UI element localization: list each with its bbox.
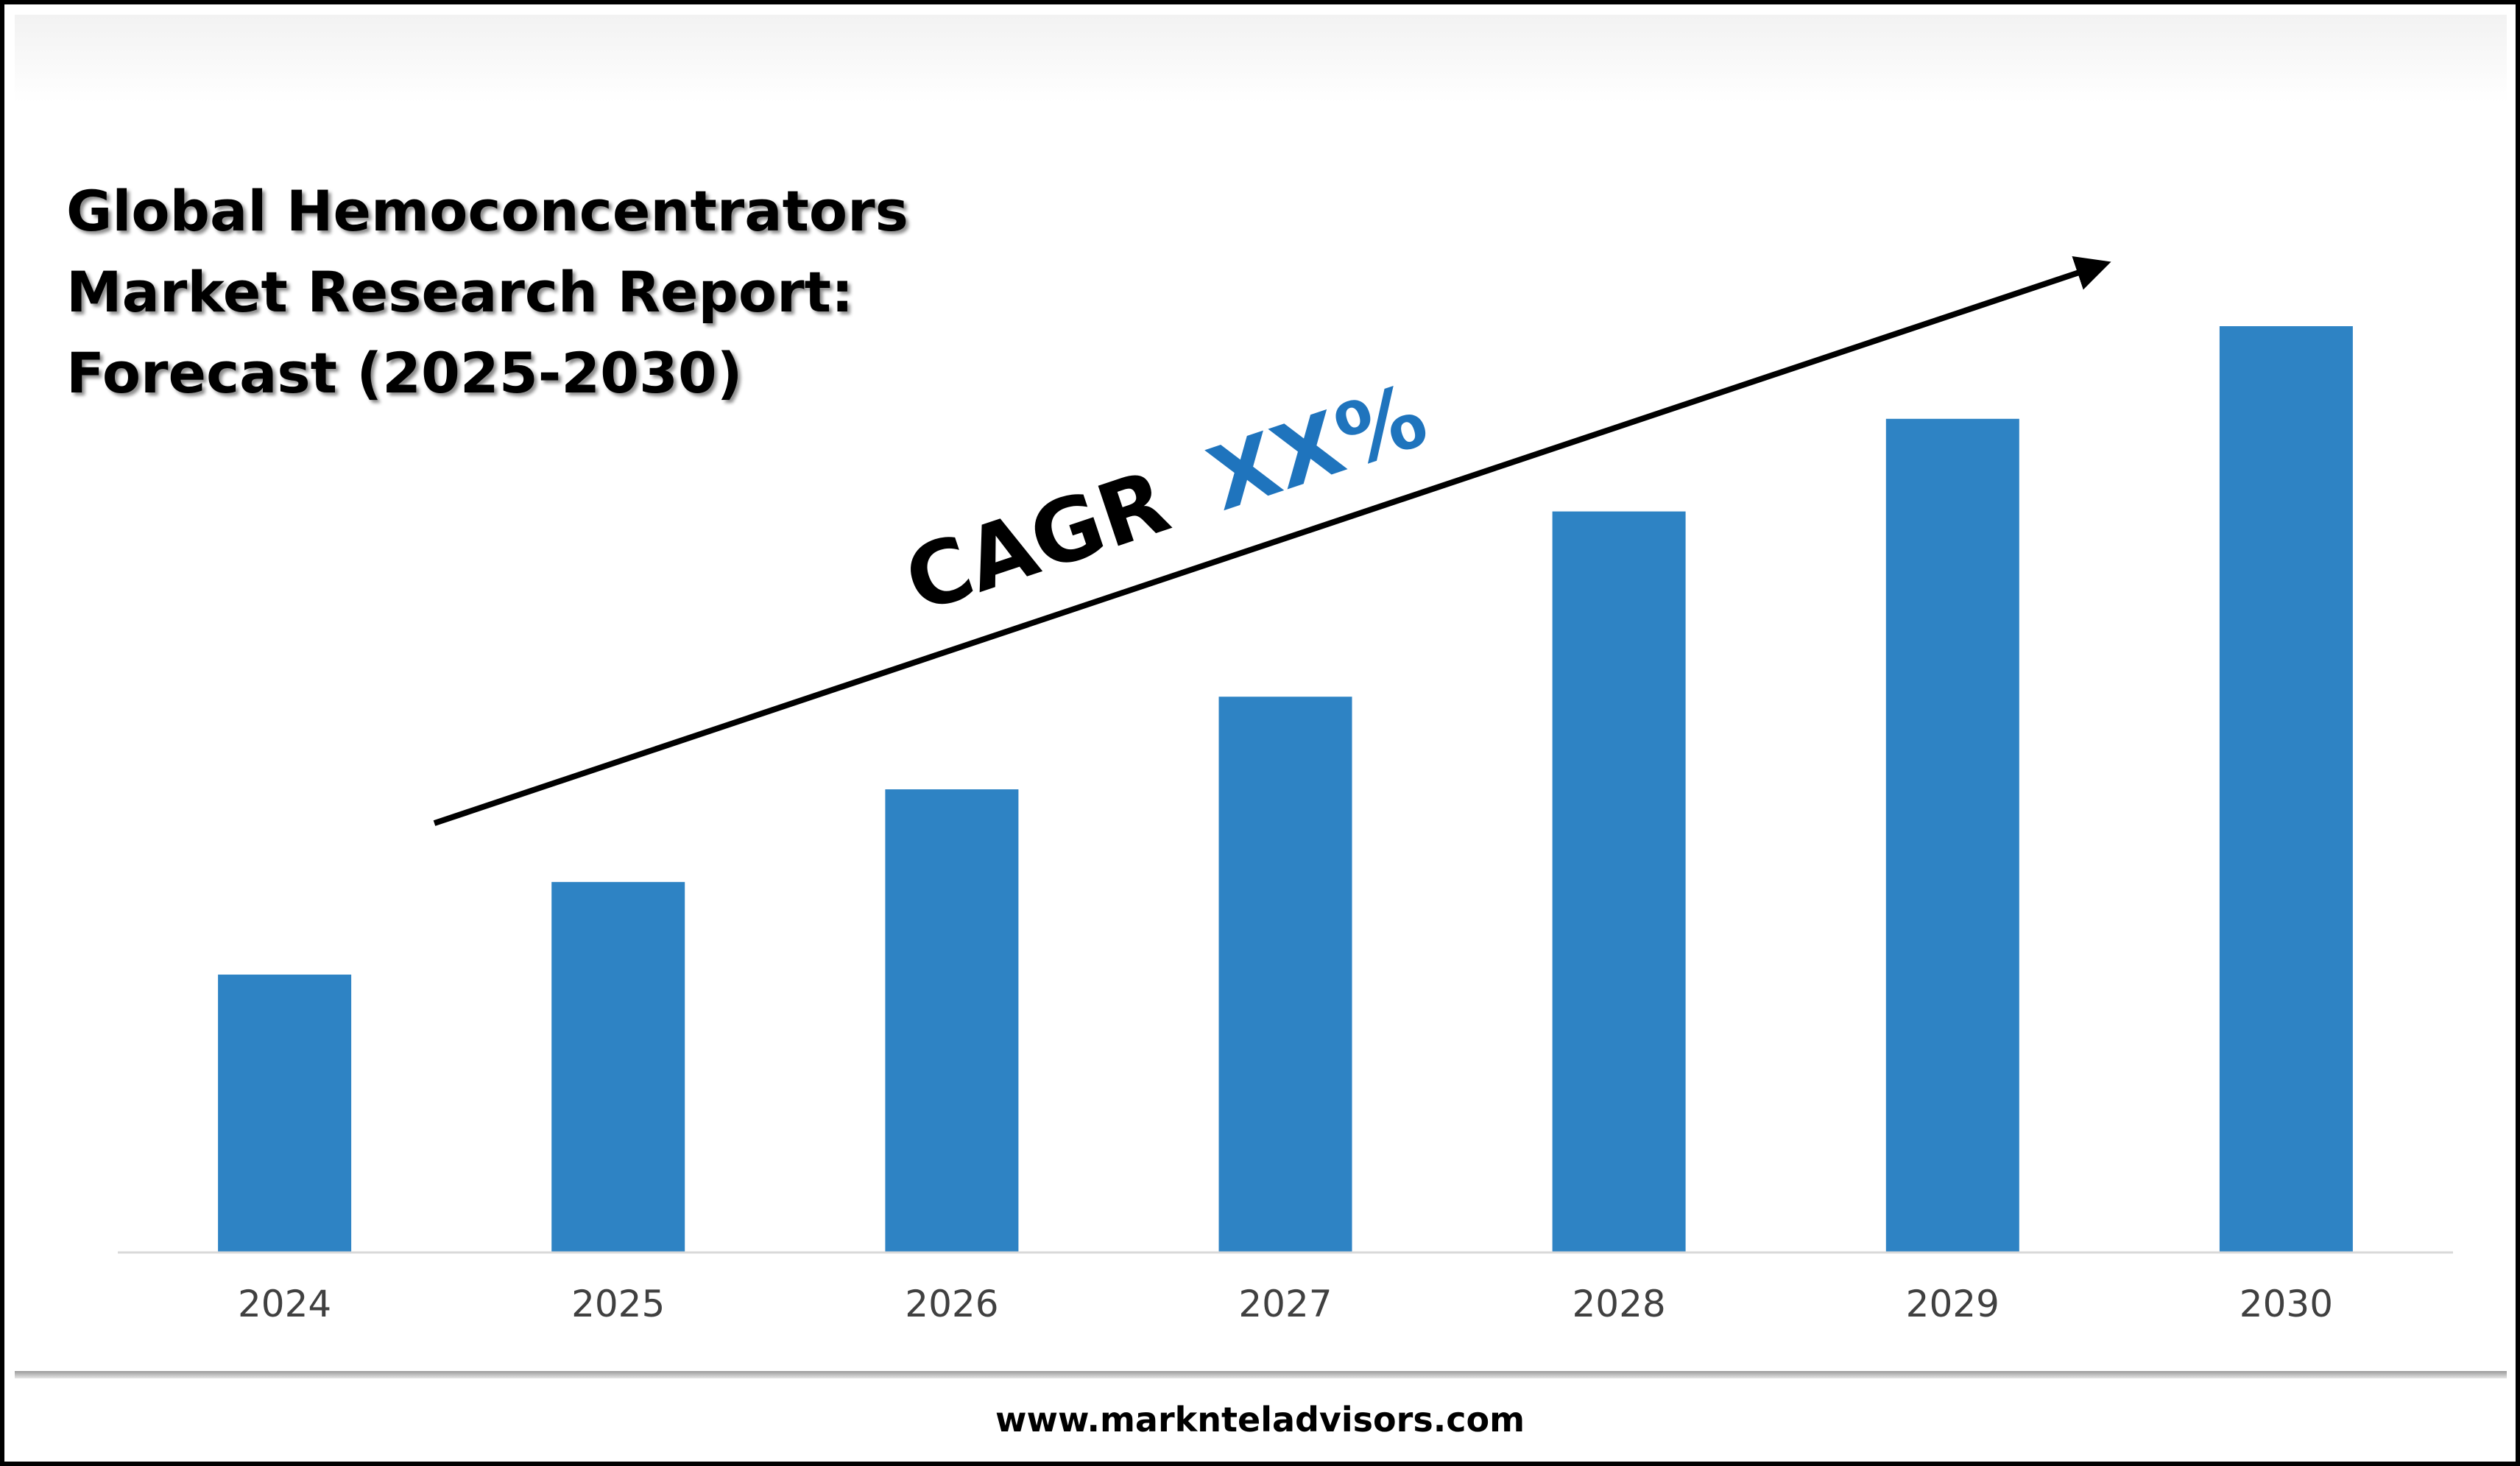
bar-2027 [1218,697,1352,1252]
cagr-value-label: XX% [1196,364,1438,530]
cagr-trend-arrow [433,256,2111,826]
x-tick-label-2029: 2029 [1906,1283,2000,1325]
cagr-prefix-label: CAGR [893,451,1181,632]
footer-website-link[interactable]: www.marknteladvisors.com [995,1400,1525,1439]
chart-title-line-2: Market Research Report: [66,259,854,325]
chart-title: Global Hemoconcentrators Market Research… [66,171,1097,414]
x-tick-label-2030: 2030 [2240,1283,2333,1325]
chart-title-line-1: Global Hemoconcentrators [66,178,908,244]
x-tick-label-2027: 2027 [1238,1283,1332,1325]
x-tick-labels: 2024 2025 2026 2027 2028 2029 2030 [238,1283,2333,1325]
bar-2028 [1552,511,1686,1252]
bar-2024 [218,974,352,1252]
cagr-annotation: CAGR XX% [893,364,1439,632]
bar-2026 [885,789,1019,1252]
bars-layer [218,326,2353,1252]
x-tick-label-2026: 2026 [905,1283,998,1325]
x-tick-label-2024: 2024 [238,1283,331,1325]
x-tick-label-2025: 2025 [571,1283,665,1325]
bar-2030 [2219,326,2353,1252]
chart-title-line-3: Forecast (2025-2030) [66,340,743,406]
x-tick-label-2028: 2028 [1572,1283,1665,1325]
bar-2025 [551,881,685,1252]
footer-divider [15,1371,2507,1378]
bar-2029 [1885,418,2019,1252]
